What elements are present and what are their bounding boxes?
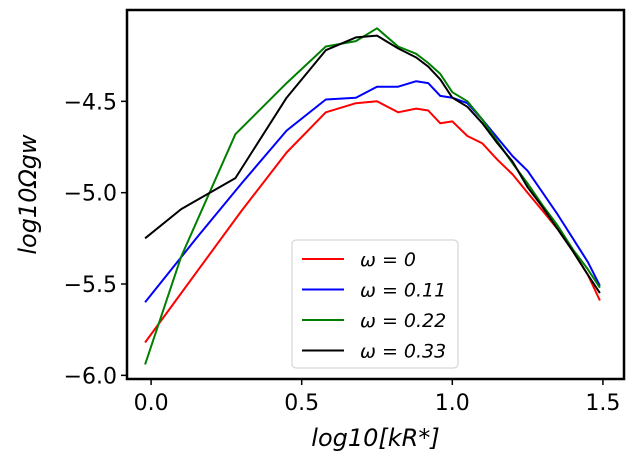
x-tick-label: 0.0 [134, 391, 169, 416]
series-line-1 [144, 80, 601, 303]
x-tick-label: 1.0 [435, 391, 470, 416]
x-tick-label: 1.5 [585, 391, 620, 416]
series-layer [144, 27, 601, 365]
y-tick-label: −5.5 [64, 273, 117, 298]
ticks-layer: 0.0 0.5 1.0 1.5 −6.0 −5.5 −5.0 −4.5 [64, 90, 621, 416]
legend-label-0: ω = 0 [360, 249, 416, 271]
legend-box [291, 239, 459, 369]
y-axis-title: log10Ωgw [14, 134, 42, 255]
x-axis-title: log10[kR*] [311, 424, 439, 452]
legend-label-3: ω = 0.33 [360, 341, 446, 363]
plot-frame [125, 8, 626, 381]
series-line-2 [144, 27, 601, 365]
series-line-3 [144, 34, 601, 294]
legend-label-2: ω = 0.22 [360, 310, 446, 332]
y-tick-label: −6.0 [64, 364, 117, 389]
series-line-0 [144, 100, 601, 344]
legend-label-1: ω = 0.11 [360, 280, 446, 302]
legend: ω = 0 ω = 0.11 ω = 0.22 ω = 0.33 [291, 239, 459, 369]
x-tick-label: 0.5 [284, 391, 319, 416]
y-tick-label: −5.0 [64, 182, 117, 207]
y-tick-label: −4.5 [64, 90, 117, 115]
